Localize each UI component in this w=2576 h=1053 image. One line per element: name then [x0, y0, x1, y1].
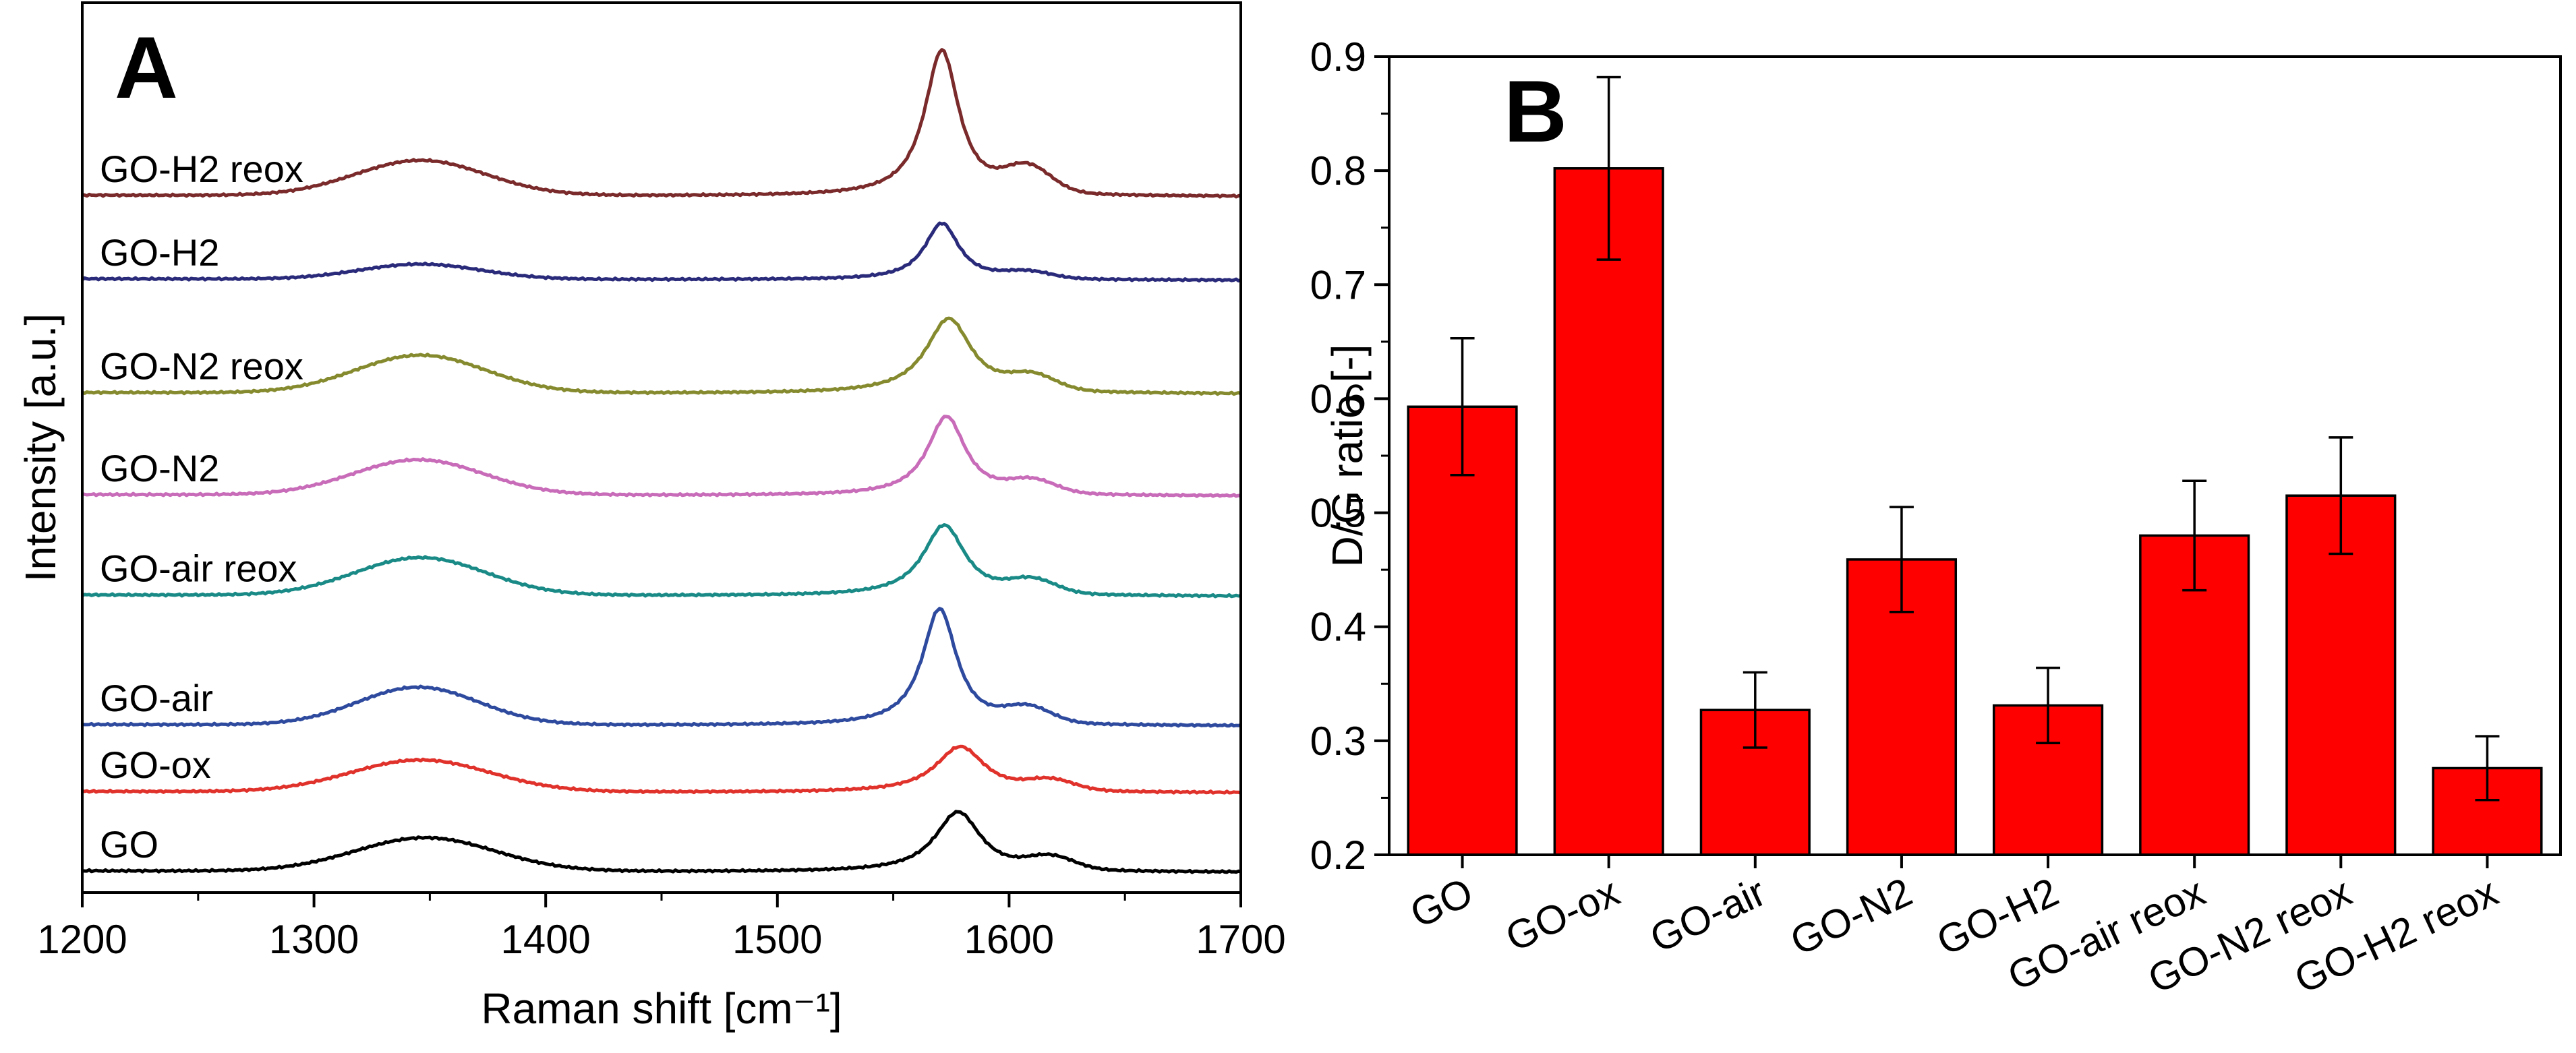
y-tick-label: 0.7 — [1310, 262, 1366, 307]
spectra-series-group — [81, 48, 1241, 874]
error-bar — [2329, 436, 2353, 555]
panel-a-spectra-chart: GO GO-ox GO-air GO-air reox GO-N2 GO-N2 reox G… — [16, 1, 1286, 1033]
category-label: GO — [1403, 869, 1480, 936]
error-bar — [1596, 76, 1621, 261]
panel-a-letter: A — [115, 18, 178, 117]
panel-a-x-ticks: 1200 1300 1400 1500 1600 1700 — [37, 893, 1286, 962]
panel-b-bar-chart: 0.2 0.3 0.4 0.5 0.6 0.7 0.8 0.9 GO GO-ox GO-air GO… — [1310, 34, 2562, 1002]
bar-series-group — [1407, 76, 2543, 856]
x-tick-label: 1600 — [964, 917, 1054, 962]
spectrum-line-go-h2 — [81, 221, 1241, 282]
spectrum-line-go-air — [82, 607, 1241, 728]
spectrum-line-go-h2-reox — [82, 48, 1241, 199]
spectrum-label: GO-ox — [100, 744, 211, 786]
category-label: GO-ox — [1499, 869, 1626, 960]
x-tick-label: 1200 — [37, 917, 127, 962]
y-tick-label: 0.8 — [1310, 148, 1366, 193]
spectra-label-group: GO GO-ox GO-air GO-air reox GO-N2 GO-N2 reox G… — [100, 148, 303, 866]
category-label: GO-N2 — [1784, 869, 1919, 964]
spectrum-line-go-n2-reox — [81, 316, 1241, 396]
spectrum-label: GO-H2 — [100, 231, 219, 274]
spectrum-label: GO — [100, 823, 158, 866]
spectrum-line-go-n2 — [82, 415, 1241, 498]
panel-b-y-ticks: 0.2 0.3 0.4 0.5 0.6 0.7 0.8 0.9 — [1310, 34, 1389, 878]
error-bar — [1889, 506, 1914, 613]
panel-a-x-axis-title: Raman shift [cm⁻¹] — [481, 984, 842, 1033]
spectrum-label: GO-air reox — [100, 547, 297, 590]
spectrum-line-go — [82, 810, 1241, 874]
spectrum-line-go-ox — [82, 744, 1241, 795]
spectrum-label: GO-N2 — [100, 447, 219, 489]
x-tick-label: 1400 — [500, 917, 590, 962]
error-bar — [2182, 479, 2207, 592]
panel-a-plot-frame — [81, 1, 1242, 894]
bar-go-n2-reox — [2285, 494, 2397, 856]
x-tick-label: 1300 — [269, 917, 359, 962]
error-bar — [2475, 735, 2500, 802]
y-tick-label: 0.2 — [1310, 833, 1366, 878]
spectrum-line-go-air-reox — [81, 523, 1241, 599]
y-tick-label: 0.5 — [1310, 491, 1366, 536]
spectrum-label: GO-N2 reox — [100, 345, 303, 388]
bar-go-ox — [1553, 167, 1664, 856]
panel-b-letter: B — [1504, 62, 1567, 160]
spectrum-label: GO-H2 reox — [100, 148, 303, 190]
error-bar — [1450, 337, 1475, 477]
y-tick-label: 0.9 — [1310, 34, 1366, 80]
category-label: GO-air — [1643, 869, 1772, 961]
y-tick-label: 0.4 — [1310, 605, 1366, 650]
error-bar — [1743, 671, 1767, 749]
error-bar — [2036, 666, 2061, 744]
panel-a-y-axis-title: Intensity [a.u.] — [16, 313, 65, 582]
x-tick-label: 1500 — [732, 917, 822, 962]
spectrum-label: GO-air — [100, 677, 213, 719]
x-tick-label: 1700 — [1196, 917, 1285, 962]
panel-b-y-axis-title: D/G ratio [-] — [1323, 344, 1372, 568]
y-tick-label: 0.6 — [1310, 376, 1366, 421]
y-tick-label: 0.3 — [1310, 719, 1366, 764]
